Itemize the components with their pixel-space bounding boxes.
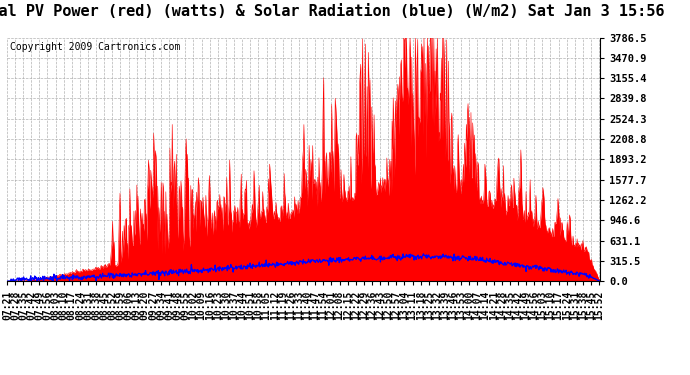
Text: Copyright 2009 Cartronics.com: Copyright 2009 Cartronics.com (10, 42, 180, 52)
Text: Total PV Power (red) (watts) & Solar Radiation (blue) (W/m2) Sat Jan 3 15:56: Total PV Power (red) (watts) & Solar Rad… (0, 4, 664, 19)
